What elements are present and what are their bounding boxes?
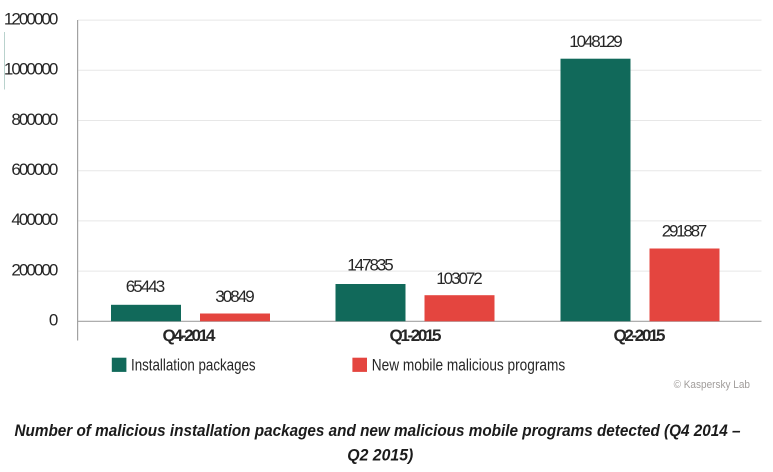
svg-text:103072: 103072 [436, 269, 483, 288]
svg-text:1200000: 1200000 [4, 9, 59, 28]
svg-text:291887: 291887 [662, 221, 708, 240]
svg-text:Q2 2015): Q2 2015) [347, 447, 413, 465]
svg-text:Q2-2015: Q2-2015 [614, 326, 666, 345]
svg-text:Number of malicious installati: Number of malicious installation package… [15, 422, 741, 440]
svg-text:© Kaspersky Lab: © Kaspersky Lab [674, 379, 750, 391]
svg-text:30849: 30849 [215, 287, 255, 306]
svg-text:65443: 65443 [126, 277, 166, 296]
svg-text:800000: 800000 [11, 110, 58, 129]
svg-text:Installation packages: Installation packages [131, 355, 256, 374]
svg-text:0: 0 [49, 311, 58, 330]
svg-text:200000: 200000 [11, 260, 58, 279]
svg-text:147835: 147835 [347, 256, 394, 275]
svg-text:Q1-2015: Q1-2015 [390, 326, 442, 345]
svg-text:600000: 600000 [11, 160, 58, 179]
svg-text:400000: 400000 [11, 210, 58, 229]
svg-text:1000000: 1000000 [4, 60, 59, 79]
svg-text:Q4-2014: Q4-2014 [163, 326, 217, 345]
svg-text:New mobile malicious programs: New mobile malicious programs [372, 355, 565, 374]
svg-text:1048129: 1048129 [569, 32, 623, 51]
